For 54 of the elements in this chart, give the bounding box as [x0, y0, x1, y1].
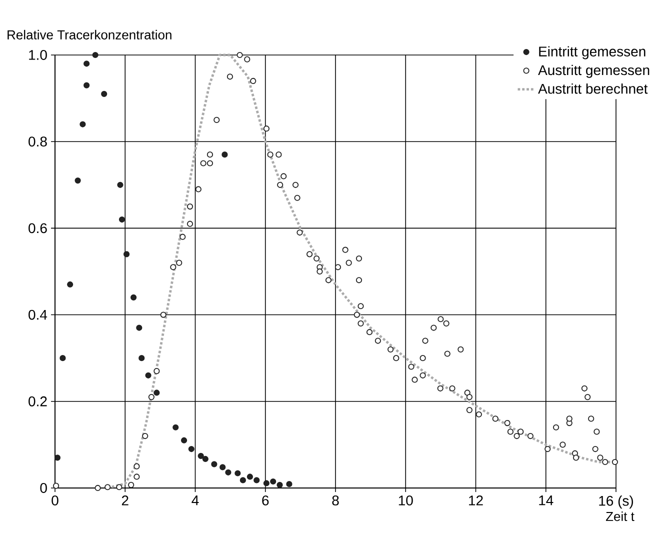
y-tick-label: 0.6	[28, 223, 47, 234]
x-tick-label: 14	[539, 496, 554, 506]
legend-label: Eintritt gemessen	[539, 46, 646, 60]
point	[123, 251, 130, 258]
point	[154, 390, 160, 396]
point	[202, 456, 208, 462]
point	[240, 477, 246, 484]
point	[101, 90, 108, 98]
y-tick-label: 0.2	[28, 396, 47, 406]
point	[84, 82, 90, 88]
point	[92, 52, 98, 58]
y-tick-label: 0.8	[28, 136, 47, 147]
point	[246, 474, 253, 480]
point	[60, 355, 66, 362]
point	[180, 437, 188, 444]
x-tick-label: 2	[122, 496, 128, 506]
point	[138, 355, 145, 362]
point	[67, 281, 74, 288]
point	[254, 477, 260, 484]
legend-label: Austritt gemessen	[538, 64, 650, 78]
point	[220, 464, 226, 470]
point	[118, 216, 126, 223]
point	[136, 324, 142, 331]
legend-label: Austritt berechnet	[538, 83, 648, 94]
x-tick-label: 16 (s)	[599, 496, 634, 509]
x-tick-label: 10	[398, 496, 413, 506]
point	[286, 481, 292, 488]
point	[74, 178, 81, 184]
point	[234, 470, 241, 476]
y-tick-label: 0.4	[28, 310, 48, 320]
point	[145, 372, 152, 378]
point	[270, 478, 276, 485]
point	[276, 482, 283, 488]
x-tick-label: 0	[52, 496, 58, 506]
x-tick-label: 12	[469, 496, 483, 506]
y-axis-title: Relative Tracerkonzentration	[8, 30, 172, 40]
point	[172, 424, 179, 430]
point	[263, 480, 270, 486]
x-axis-title: Zeit t	[606, 512, 634, 522]
point	[80, 121, 86, 128]
point	[198, 452, 204, 459]
point	[211, 461, 218, 468]
x-tick-label: 4	[192, 496, 199, 506]
x-tick-label: 8	[332, 496, 339, 506]
x-tick-label: 6	[262, 496, 269, 506]
point	[54, 454, 61, 461]
point	[117, 182, 124, 188]
point	[222, 152, 228, 158]
y-tick-label: 1.0	[29, 50, 47, 60]
point	[188, 446, 194, 452]
point	[225, 469, 232, 476]
y-tick-label: 0	[40, 483, 47, 493]
point	[84, 60, 90, 67]
point	[130, 294, 137, 301]
